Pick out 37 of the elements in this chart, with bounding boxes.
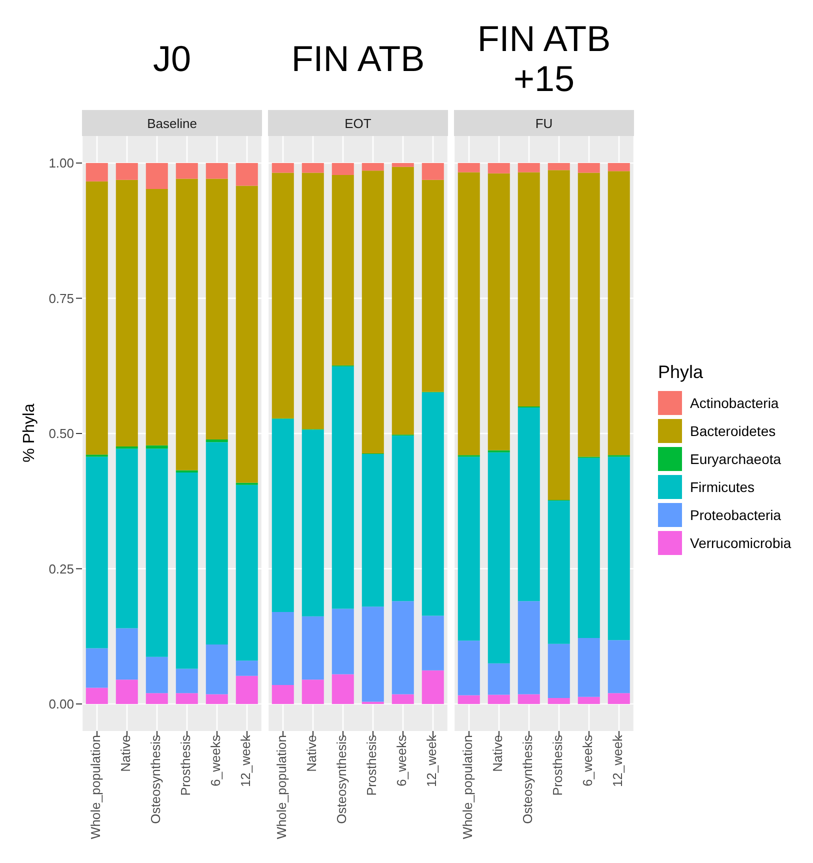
x-tick-label: Native <box>304 735 320 772</box>
chart-subtitle: FU <box>454 110 634 136</box>
chart-title: FIN ATB <box>290 37 426 81</box>
x-tick-label: Osteosynthesis <box>148 734 164 824</box>
legend-label: Actinobacteria <box>690 395 779 411</box>
x-tick-label: Whole_population <box>460 735 476 840</box>
x-tick-label: 6_weeks <box>208 734 224 786</box>
y-axis-title: % Phyla <box>21 404 38 462</box>
x-tick-label: 12_week <box>424 734 440 788</box>
x-tick-label: 12_week <box>610 734 626 788</box>
legend-label: Bacteroidetes <box>690 423 776 439</box>
y-tick-label: 0.75 <box>48 290 74 306</box>
x-tick-label: Osteosynthesis <box>520 734 536 824</box>
x-tick-label: 6_weeks <box>394 734 410 786</box>
x-tick-label: Prosthesis <box>178 734 194 796</box>
x-tick-label: Whole_population <box>274 735 290 840</box>
x-tick-label: Native <box>490 735 506 772</box>
legend-title: Phyla <box>658 362 704 383</box>
x-tick-label: Osteosynthesis <box>334 734 350 824</box>
x-tick-label: Prosthesis <box>364 734 380 796</box>
legend-label: Euryarchaeota <box>690 451 782 467</box>
chart-subtitle: Baseline <box>82 110 262 136</box>
x-tick-label: Prosthesis <box>550 734 566 796</box>
legend-label: Firmicutes <box>690 479 755 495</box>
legend-label: Proteobacteria <box>690 507 782 523</box>
y-tick-label: 0.25 <box>48 561 74 576</box>
x-tick-label: Native <box>118 735 134 772</box>
y-tick-label: 0.50 <box>48 426 74 442</box>
legend-label: Verrucomicrobia <box>690 535 792 551</box>
y-tick-label: 0.00 <box>48 696 74 712</box>
x-tick-label: Whole_population <box>88 735 104 840</box>
y-tick-label: 1.00 <box>48 156 74 171</box>
x-tick-label: 12_week <box>238 734 254 788</box>
chart-title: J0 <box>152 37 192 81</box>
chart-subtitle: EOT <box>268 110 448 136</box>
chart-title: FIN ATB +15 <box>476 17 612 101</box>
x-tick-label: 6_weeks <box>580 734 596 786</box>
